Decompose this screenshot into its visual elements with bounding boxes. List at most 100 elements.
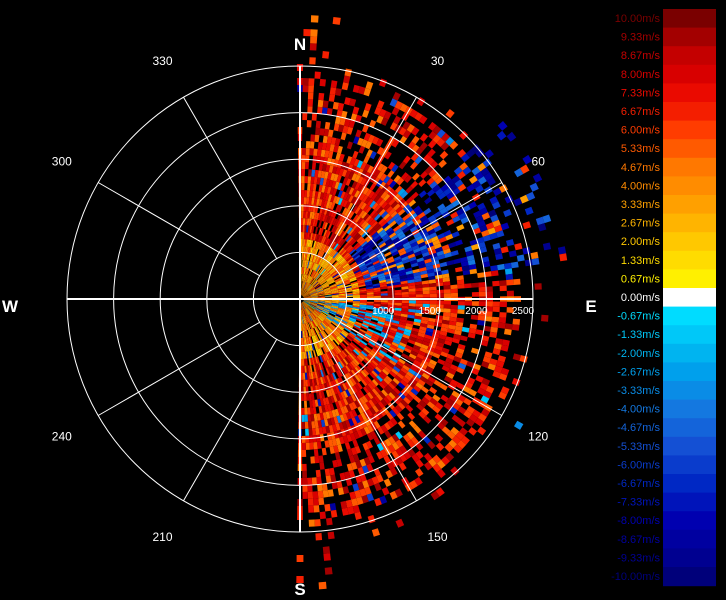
range-bin: [324, 273, 330, 279]
range-bin: [373, 177, 380, 186]
range-bin: [329, 268, 336, 275]
range-bin: [337, 285, 345, 289]
range-bin: [369, 151, 377, 160]
range-bin: [421, 280, 430, 285]
range-bin: [301, 302, 305, 309]
range-bin: [394, 289, 402, 293]
range-bin: [304, 260, 307, 268]
range-bin: [418, 400, 427, 408]
range-bin: [368, 363, 375, 371]
range-bin: [414, 278, 422, 283]
range-bin: [357, 137, 364, 146]
range-bin: [304, 323, 308, 331]
range-bin: [351, 284, 359, 288]
range-bin: [387, 300, 395, 303]
range-bin: [323, 157, 329, 165]
range-bin: [457, 418, 466, 428]
range-bin: [419, 375, 428, 383]
range-bin: [370, 336, 378, 342]
range-bin: [322, 271, 329, 278]
range-bin: [455, 321, 464, 327]
range-bin: [391, 107, 400, 116]
range-bin: [371, 397, 378, 406]
range-bin: [364, 315, 372, 320]
range-bin: [399, 103, 408, 113]
range-bin: [366, 263, 374, 268]
range-bin: [356, 208, 363, 216]
range-bin: [382, 222, 390, 230]
range-bin: [420, 248, 429, 254]
range-bin: [328, 439, 334, 448]
range-bin: [349, 316, 357, 320]
range-bin: [530, 251, 539, 260]
range-bin: [396, 372, 405, 380]
range-bin: [371, 258, 379, 264]
range-bin: [447, 328, 455, 334]
range-bin: [489, 196, 499, 205]
range-bin: [310, 296, 318, 298]
range-bin: [304, 267, 307, 275]
range-bin: [430, 235, 439, 243]
range-bin: [356, 318, 364, 323]
range-bin: [330, 332, 336, 339]
range-bin: [344, 118, 351, 127]
range-bin: [338, 247, 345, 254]
range-bin: [480, 340, 489, 347]
range-bin: [331, 301, 339, 304]
range-bin: [366, 149, 373, 158]
range-bin: [353, 337, 361, 344]
range-bin: [314, 399, 319, 407]
range-bin: [416, 97, 426, 107]
range-bin: [344, 357, 351, 364]
colorbar-swatch: [663, 325, 716, 345]
range-bin: [500, 386, 510, 395]
range-bin: [400, 253, 408, 259]
range-bin: [365, 141, 372, 150]
range-bin: [315, 469, 321, 478]
range-bin: [352, 295, 360, 297]
range-bin: [357, 406, 364, 414]
range-bin: [318, 277, 325, 283]
range-bin: [477, 220, 486, 228]
range-bin: [324, 305, 331, 308]
range-bin: [456, 366, 465, 374]
range-bin: [306, 120, 312, 128]
colorbar-label: -5.33m/s: [617, 441, 660, 453]
range-bin: [320, 279, 327, 285]
range-bin: [360, 252, 368, 258]
range-bin: [339, 153, 345, 162]
range-bin: [366, 365, 374, 373]
range-bin: [329, 503, 337, 511]
range-bin: [351, 461, 358, 470]
range-bin: [313, 505, 320, 513]
range-bin: [346, 141, 353, 150]
range-bin: [333, 252, 340, 260]
range-bin: [374, 366, 382, 373]
range-bin: [317, 142, 323, 150]
range-bin: [416, 238, 425, 245]
angle-label: 330: [152, 54, 172, 68]
range-bin: [329, 87, 337, 95]
range-bin: [376, 364, 384, 371]
range-bin: [376, 227, 384, 234]
range-bin: [330, 388, 336, 396]
range-bin: [317, 291, 324, 294]
range-bin: [314, 191, 319, 199]
range-bin: [314, 71, 321, 79]
range-bin: [383, 203, 391, 211]
range-bin: [362, 187, 370, 195]
range-bin: [322, 214, 327, 222]
range-bin: [324, 295, 332, 297]
range-bin: [307, 106, 313, 114]
range-bin: [366, 248, 374, 254]
range-bin: [321, 281, 328, 287]
range-bin: [317, 99, 324, 108]
range-bin: [322, 426, 327, 434]
range-bin: [330, 80, 338, 89]
range-bin: [311, 343, 315, 351]
range-bin: [458, 362, 467, 370]
range-bin: [303, 296, 311, 299]
range-bin: [307, 484, 313, 492]
range-bin: [324, 185, 329, 194]
range-bin: [359, 362, 367, 369]
